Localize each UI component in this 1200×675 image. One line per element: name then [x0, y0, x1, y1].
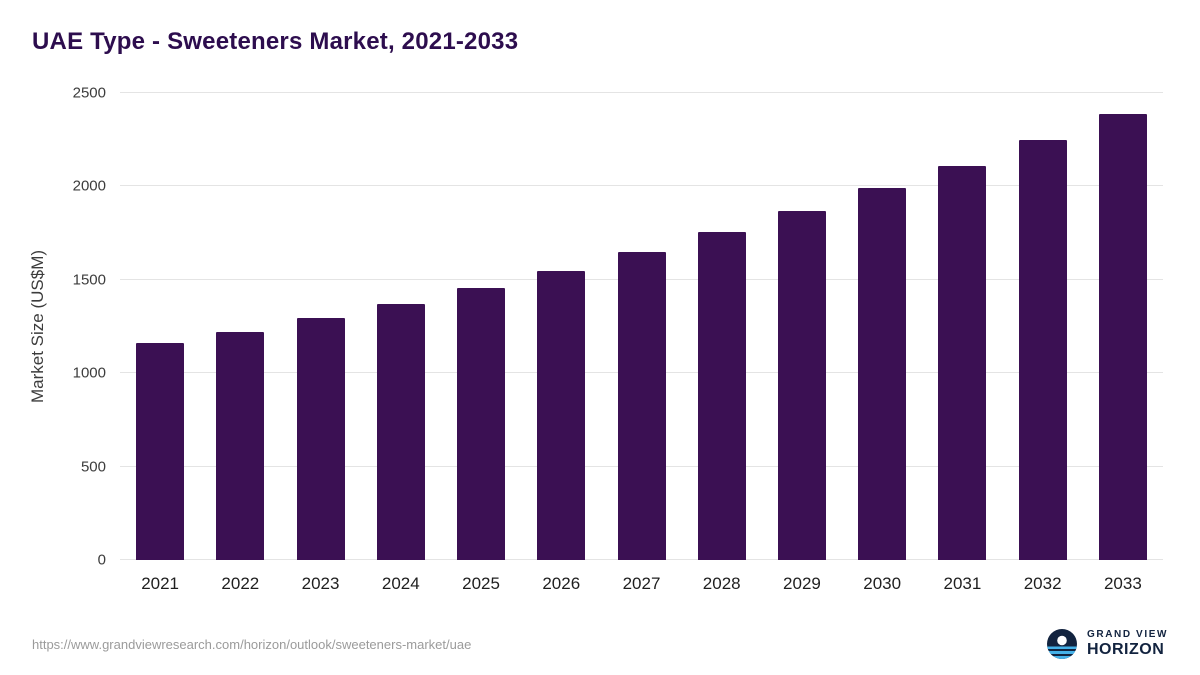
x-tick-label: 2027: [622, 574, 661, 593]
y-axis-title: Market Size (US$M): [28, 249, 47, 404]
x-tick-label: 2024: [381, 574, 420, 593]
y-tick-label: 2000: [72, 177, 106, 195]
x-tick-label: 2030: [863, 574, 902, 593]
brand-logo: GRAND VIEW HORIZON: [1046, 628, 1168, 660]
brand-name-top: GRAND VIEW: [1087, 629, 1168, 641]
x-tick-label: 2032: [1023, 574, 1062, 593]
x-tick-label: 2026: [542, 574, 581, 593]
bar-2029[interactable]: [777, 210, 826, 560]
bar-2021[interactable]: [136, 343, 185, 560]
bar-2028[interactable]: [697, 232, 746, 560]
bar-2023[interactable]: [296, 318, 345, 560]
x-tick-label: 2025: [462, 574, 500, 593]
x-tick-label: 2029: [783, 574, 821, 593]
bar-2032[interactable]: [1018, 139, 1067, 560]
x-tick-label: 2021: [141, 574, 180, 593]
y-tick-label: 1000: [72, 364, 106, 382]
y-tick-label: 500: [80, 458, 106, 476]
brand-name-bottom: HORIZON: [1087, 640, 1165, 658]
source-url: https://www.grandviewresearch.com/horizo…: [32, 636, 472, 652]
x-tick-label: 2022: [221, 574, 260, 593]
y-tick-label: 0: [97, 551, 106, 569]
x-tick-label: 2023: [301, 574, 340, 593]
bar-2031[interactable]: [938, 165, 987, 560]
gridline: [120, 92, 1163, 93]
bar-2025[interactable]: [457, 288, 506, 560]
bar-2022[interactable]: [216, 332, 265, 560]
bar-2026[interactable]: [537, 271, 586, 560]
bar-2024[interactable]: [376, 304, 425, 560]
chart-title: UAE Type - Sweeteners Market, 2021-2033: [32, 28, 519, 55]
x-tick-label: 2028: [702, 574, 741, 593]
bar-2033[interactable]: [1098, 113, 1147, 560]
x-tick-label: 2033: [1103, 574, 1142, 593]
y-tick-label: 2500: [72, 84, 106, 102]
horizon-logo-icon: [1046, 628, 1078, 660]
brand-text: GRAND VIEW HORIZON: [1087, 629, 1168, 659]
bar-2027[interactable]: [617, 251, 666, 560]
plot-area: 0 500 1000 1500 2000 2500 2021 2022 2023 2024 2025…: [73, 85, 1163, 593]
footer: https://www.grandviewresearch.com/horizo…: [32, 622, 1168, 666]
x-tick-label: 2031: [943, 574, 982, 593]
bar-2030[interactable]: [858, 188, 907, 560]
gridline: [120, 185, 1163, 187]
y-tick-label: 1500: [72, 271, 106, 289]
